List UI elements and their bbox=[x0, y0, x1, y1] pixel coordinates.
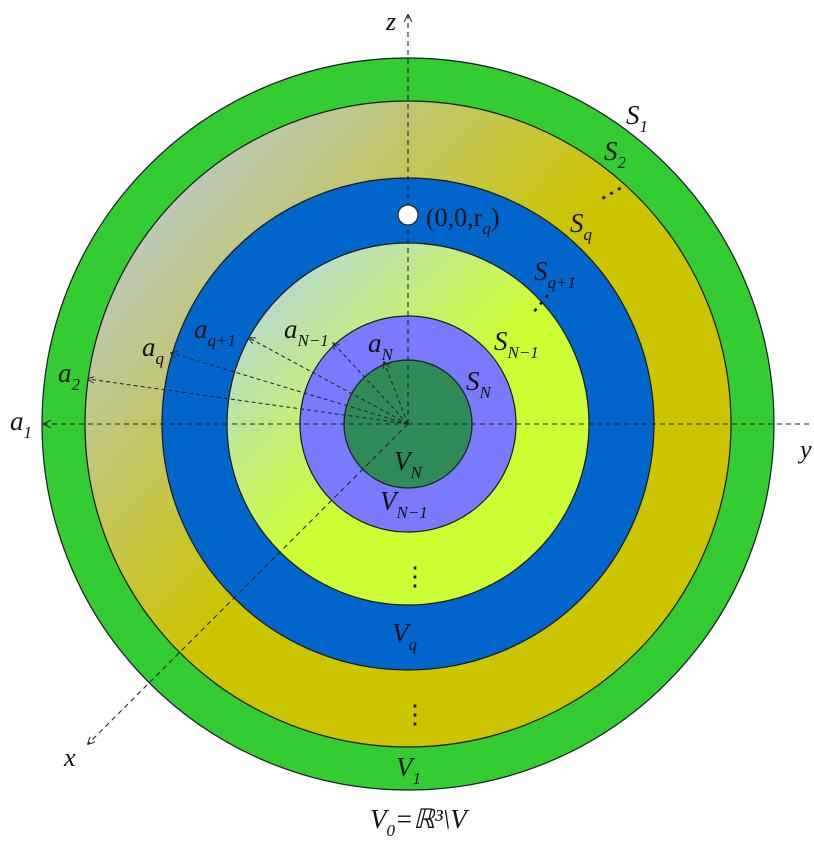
radii bbox=[88, 338, 409, 425]
dots-Vq-V1: ⋮ bbox=[402, 700, 428, 729]
radius-a2 bbox=[88, 379, 409, 425]
label-S1: S1 bbox=[626, 100, 648, 136]
label-SN: SN bbox=[466, 366, 493, 402]
radius-aq bbox=[171, 353, 409, 425]
label-VN1: VN−1 bbox=[380, 486, 428, 522]
label-V1: V1 bbox=[396, 752, 421, 788]
radius-aN1 bbox=[333, 343, 409, 425]
label-VN: VN bbox=[394, 446, 424, 482]
label-V0: V0=ℝ³\V bbox=[370, 804, 470, 840]
label-aq: aq bbox=[142, 332, 165, 368]
label-point: (0,0,rq) bbox=[426, 203, 500, 238]
x-axis bbox=[88, 423, 409, 744]
source-point bbox=[397, 204, 419, 226]
label-y: y bbox=[797, 435, 812, 464]
label-aN: aN bbox=[368, 328, 395, 364]
label-Sq: Sq bbox=[570, 208, 593, 244]
label-Vq: Vq bbox=[392, 618, 418, 654]
label-S2: S2 bbox=[604, 136, 627, 172]
label-a1: a1 bbox=[10, 406, 32, 442]
label-aq1: aq+1 bbox=[194, 314, 236, 350]
label-x: x bbox=[63, 743, 76, 772]
radius-aq1 bbox=[249, 338, 409, 425]
label-a2: a2 bbox=[58, 358, 81, 394]
label-aN1: aN−1 bbox=[284, 314, 329, 350]
dots-VN1-Vq: ⋮ bbox=[402, 562, 428, 591]
axes bbox=[44, 15, 810, 744]
label-Sq1: Sq+1 bbox=[534, 256, 576, 292]
labels: z y x S1 S2 Sq Sq+1 SN−1 SN a1 a2 aq aq+… bbox=[10, 7, 812, 840]
label-z: z bbox=[385, 7, 396, 36]
label-SN1: SN−1 bbox=[494, 326, 539, 362]
